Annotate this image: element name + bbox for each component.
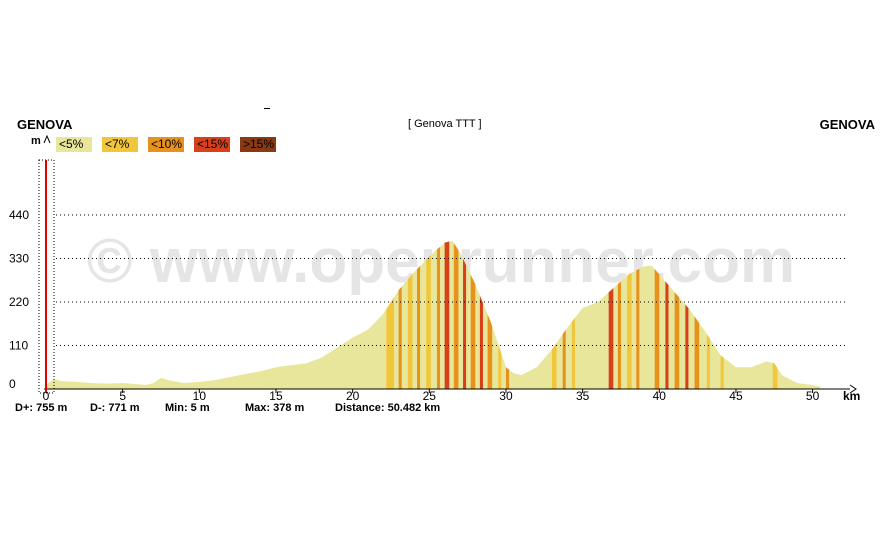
- legend-item-lt10: <10%: [148, 137, 184, 152]
- grade-stripe: [487, 314, 493, 389]
- grade-stripe: [665, 281, 669, 389]
- y-tick-label: 220: [9, 295, 29, 309]
- grade-stripe: [706, 334, 710, 389]
- stat-d-minus: D-: 771 m: [90, 402, 140, 414]
- x-tick-label: 35: [576, 389, 590, 403]
- grade-stripe: [772, 362, 778, 389]
- grade-stripe: [386, 297, 395, 389]
- route-title: [ Genova TTT ]: [408, 118, 482, 130]
- x-tick-label: 50: [806, 389, 820, 403]
- position-marker-box: [38, 159, 55, 394]
- grade-stripe: [444, 241, 450, 389]
- grade-stripe: [398, 286, 402, 389]
- y-tick-label: 110: [9, 339, 28, 353]
- elevation-area: [46, 240, 821, 389]
- x-tick-label: 25: [423, 389, 437, 403]
- legend-item-lt7: <7%: [102, 137, 138, 152]
- grade-stripe: [436, 246, 441, 389]
- x-tick-label: 30: [499, 389, 513, 403]
- legend-item-lt15: <15%: [194, 137, 230, 152]
- y-axis-arrow: [43, 134, 51, 144]
- x-tick-label: 0: [43, 389, 50, 403]
- stat-min: Min: 5 m: [165, 402, 210, 414]
- grade-stripe: [407, 274, 413, 389]
- x-axis-label: km: [843, 389, 860, 403]
- x-axis-arrow: [849, 384, 857, 394]
- grade-stripe: [720, 355, 724, 389]
- grade-stripe: [463, 258, 467, 389]
- stat-distance: Distance: 50.482 km: [335, 402, 441, 414]
- grade-stripe: [551, 342, 557, 389]
- x-tick-label: 20: [346, 389, 360, 403]
- grade-stripe: [654, 269, 660, 389]
- stat-d-plus: D+: 755 m: [15, 402, 68, 414]
- x-tick-label: 40: [653, 389, 667, 403]
- grade-stripe: [636, 268, 640, 389]
- grade-stripe: [674, 292, 680, 389]
- grade-stripe: [479, 295, 483, 389]
- start-place: GENOVA: [17, 117, 73, 132]
- grade-stripe: [453, 243, 459, 389]
- grade-stripe: [694, 316, 700, 389]
- grade-stripe: [417, 266, 421, 389]
- title-dash: [264, 108, 270, 109]
- grade-stripe: [571, 317, 575, 389]
- grade-stripe: [562, 329, 566, 389]
- grade-stripe: [498, 344, 502, 389]
- grade-stripe: [505, 367, 510, 389]
- end-place: GENOVA: [819, 117, 875, 132]
- x-tick-label: 15: [269, 389, 283, 403]
- grade-stripe: [627, 272, 632, 389]
- x-tick-label: 10: [193, 389, 207, 403]
- grade-stripe: [685, 304, 689, 389]
- grade-stripe: [470, 274, 476, 389]
- stat-max: Max: 378 m: [245, 402, 305, 414]
- x-tick-label: 5: [119, 389, 126, 403]
- grade-stripe: [608, 288, 614, 389]
- legend-item-gt15: >15%: [240, 137, 276, 152]
- x-tick-label: 45: [729, 389, 743, 403]
- y-tick-label: 0: [9, 377, 16, 391]
- grade-stripe: [617, 281, 621, 389]
- y-tick-label: 330: [9, 252, 29, 266]
- grade-stripe: [426, 255, 431, 389]
- y-tick-label: 440: [9, 208, 29, 222]
- grade-legend: <5% <7% <10% <15% >15%: [56, 137, 276, 152]
- y-axis-label: m: [31, 135, 41, 147]
- legend-item-lt5: <5%: [56, 137, 92, 152]
